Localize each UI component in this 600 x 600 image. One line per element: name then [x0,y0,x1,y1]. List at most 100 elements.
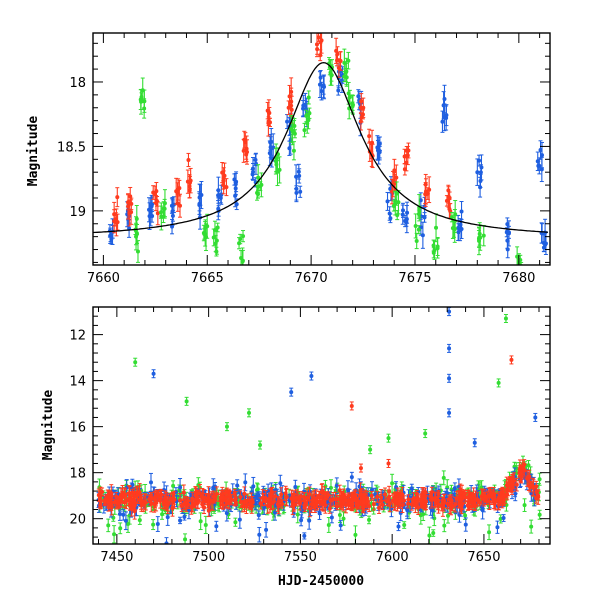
data-point-blue [301,94,306,117]
data-point-green [481,224,486,247]
data-point-blue [123,511,128,531]
outlier-point-blue [472,438,477,448]
data-point-red [346,500,351,510]
data-point-red [228,490,233,506]
y-tick-label: 16 [69,421,86,436]
data-point-red [338,488,343,506]
data-point-blue [109,233,114,245]
data-point-red [383,487,388,502]
data-point-green [435,236,440,257]
data-point-blue [321,75,326,95]
data-point-red [314,33,319,58]
data-point-blue [440,110,445,133]
data-point-red [423,182,428,207]
data-point-blue [170,209,175,222]
data-point-red [201,489,206,507]
data-point-green [367,515,372,525]
outlier-point-red [358,463,363,473]
data-point-red [115,213,120,231]
data-point-red [151,185,156,200]
data-point-green [151,519,156,531]
data-point-blue [396,521,401,532]
outlier-point-red [386,458,391,468]
data-point-red [214,486,219,502]
data-point-red [269,487,274,500]
full-y-axis-title: Magnitude [41,390,56,461]
data-point-green [291,141,296,161]
data-point-red [164,498,169,511]
data-point-red [466,490,471,506]
data-point-green [292,118,297,134]
data-point-blue [541,234,546,252]
data-point-green [391,200,396,212]
outlier-point-blue [447,408,452,418]
outlier-point-blue [533,412,538,422]
data-point-blue [463,517,468,532]
data-point-red [248,498,253,510]
data-point-red [331,492,336,507]
data-point-red [343,495,348,506]
data-point-blue [250,157,255,181]
data-point-green [183,533,188,544]
data-point-blue [237,510,242,529]
data-point-green [238,233,243,245]
data-point-blue [256,491,261,506]
data-point-green [138,89,143,111]
data-point-blue [336,85,341,96]
data-point-red [406,494,411,505]
data-point-red [509,476,514,488]
data-point-green [522,498,527,512]
data-point-red [367,128,372,144]
data-point-green [416,209,421,219]
data-point-green [449,211,454,223]
data-point-red [280,499,285,509]
data-point-green [159,205,164,219]
data-point-green [142,98,147,119]
full-axis-ticks: 7450 7500 7550 7600 7650 12 14 16 18 20 [69,306,550,565]
data-point-red [379,488,384,506]
data-point-blue [302,532,307,540]
data-point-red [496,499,501,511]
data-point-red [221,170,226,186]
y-tick-label: 18.5 [57,140,86,155]
data-point-green [305,113,310,134]
data-point-red [356,501,361,510]
data-point-green [431,239,436,252]
data-point-red [143,494,148,511]
data-point-green [498,514,503,524]
data-point-green [295,505,300,524]
data-point-red [186,152,191,168]
data-point-blue [349,471,354,483]
data-point-red [152,490,157,508]
data-point-green [307,107,312,119]
data-point-red [187,182,192,199]
data-point-blue [458,219,463,242]
data-point-green [233,517,238,527]
data-point-blue [506,225,511,239]
data-point-red [404,154,409,172]
data-point-red [322,486,327,501]
data-point-blue [478,174,483,188]
data-point-blue [477,154,482,167]
data-point-green [326,517,331,533]
data-point-green [427,526,432,544]
data-point-red [258,497,263,510]
x-tick-label: 7670 [295,271,328,286]
data-point-red [375,490,380,503]
outlier-point-green [496,378,501,388]
data-point-green [441,470,446,486]
zoomed-axis-ticks: 7660 7665 7670 7675 7680 18 18.5 19 [57,33,550,286]
data-point-red [244,498,249,514]
data-point-red [430,490,435,507]
data-point-red [307,499,312,518]
outlier-point-green [423,429,428,439]
data-point-blue [216,189,221,202]
data-point-blue [375,139,380,161]
outlier-point-red [349,401,354,411]
data-point-blue [182,513,187,521]
data-point-red [416,495,421,503]
data-point-red [106,497,111,507]
data-point-red [209,491,214,511]
data-point-red [447,191,452,205]
